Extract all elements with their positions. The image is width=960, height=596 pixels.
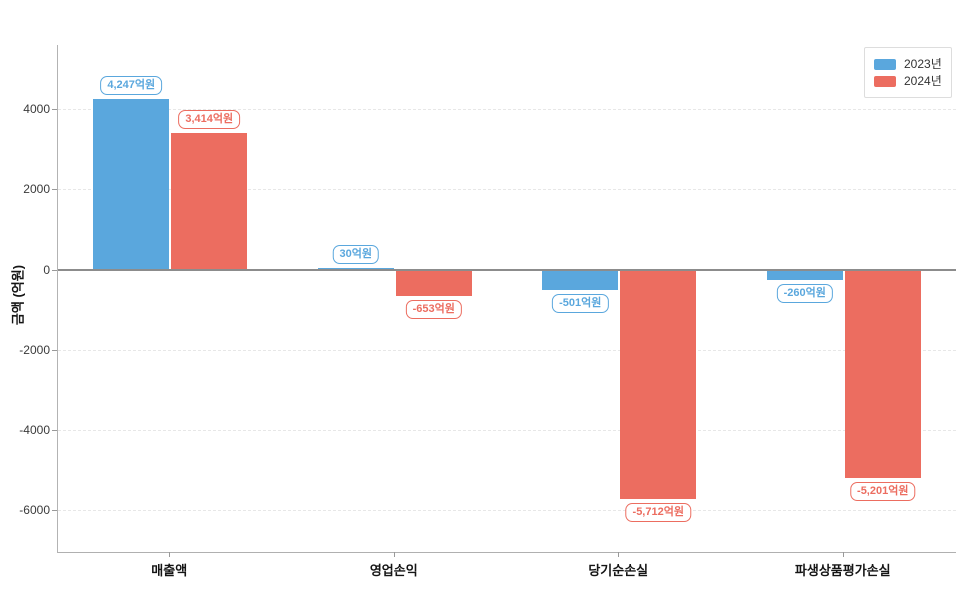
y-tick-label--2000: -2000 xyxy=(19,342,50,357)
gridline--4000 xyxy=(58,429,956,431)
value-label-y2023-group2: 30억원 xyxy=(332,245,379,265)
legend: 2023년 2024년 xyxy=(864,47,952,98)
legend-swatch-y2023 xyxy=(874,58,896,70)
bar-y2024-group1 xyxy=(171,132,248,270)
legend-item-y2023: 2023년 xyxy=(874,57,942,71)
y-tick-mark-2000 xyxy=(52,189,57,191)
legend-item-y2024: 2024년 xyxy=(874,74,942,88)
legend-swatch-y2024 xyxy=(874,75,896,87)
bar-y2023-group1 xyxy=(93,99,170,270)
bar-y2024-group2 xyxy=(395,269,472,296)
y-tick-label--4000: -4000 xyxy=(19,422,50,437)
y-tick-mark-4000 xyxy=(52,109,57,111)
plot-area: 4,247억원 3,414억원 30억원 -653억원 -501억원 -5,712억원 -2… xyxy=(57,45,956,553)
value-label-y2024-group3: -5,712억원 xyxy=(625,502,691,522)
y-tick-label-0: 0 xyxy=(43,262,50,277)
value-label-y2023-group3: -501억원 xyxy=(552,293,609,313)
bar-y2024-group4 xyxy=(844,269,921,479)
value-label-y2024-group2: -653억원 xyxy=(405,299,462,319)
y-tick-label-4000: 4000 xyxy=(23,102,50,117)
value-label-y2024-group4: -5,201억원 xyxy=(850,482,916,502)
y-tick-mark-0 xyxy=(52,269,57,271)
bar-y2023-group4 xyxy=(766,269,843,280)
legend-label-y2024: 2024년 xyxy=(904,74,942,88)
bar-y2024-group3 xyxy=(620,269,697,499)
y-tick-label-2000: 2000 xyxy=(23,182,50,197)
bar-y2023-group3 xyxy=(542,269,619,290)
x-tick-mark-3 xyxy=(618,552,620,557)
y-tick-mark--6000 xyxy=(52,510,57,512)
gridline-4000 xyxy=(58,109,956,111)
x-tick-mark-1 xyxy=(169,552,171,557)
gridline--6000 xyxy=(58,510,956,512)
x-tick-mark-2 xyxy=(393,552,395,557)
x-category-label-3: 당기순손실 xyxy=(588,563,649,578)
x-tick-mark-4 xyxy=(842,552,844,557)
zero-axis-line xyxy=(58,268,956,271)
x-category-label-4: 파생상품평가손실 xyxy=(794,563,891,578)
y-tick-label--6000: -6000 xyxy=(19,503,50,518)
gridline--2000 xyxy=(58,349,956,351)
y-tick-mark--4000 xyxy=(52,429,57,431)
x-category-label-1: 매출액 xyxy=(151,563,188,578)
legend-label-y2023: 2023년 xyxy=(904,57,942,71)
value-label-y2024-group1: 3,414억원 xyxy=(178,109,241,129)
gridline-2000 xyxy=(58,189,956,191)
value-label-y2023-group4: -260억원 xyxy=(776,283,833,303)
x-category-label-2: 영업손익 xyxy=(369,563,418,578)
value-label-y2023-group1: 4,247억원 xyxy=(100,76,163,96)
y-tick-mark--2000 xyxy=(52,349,57,351)
